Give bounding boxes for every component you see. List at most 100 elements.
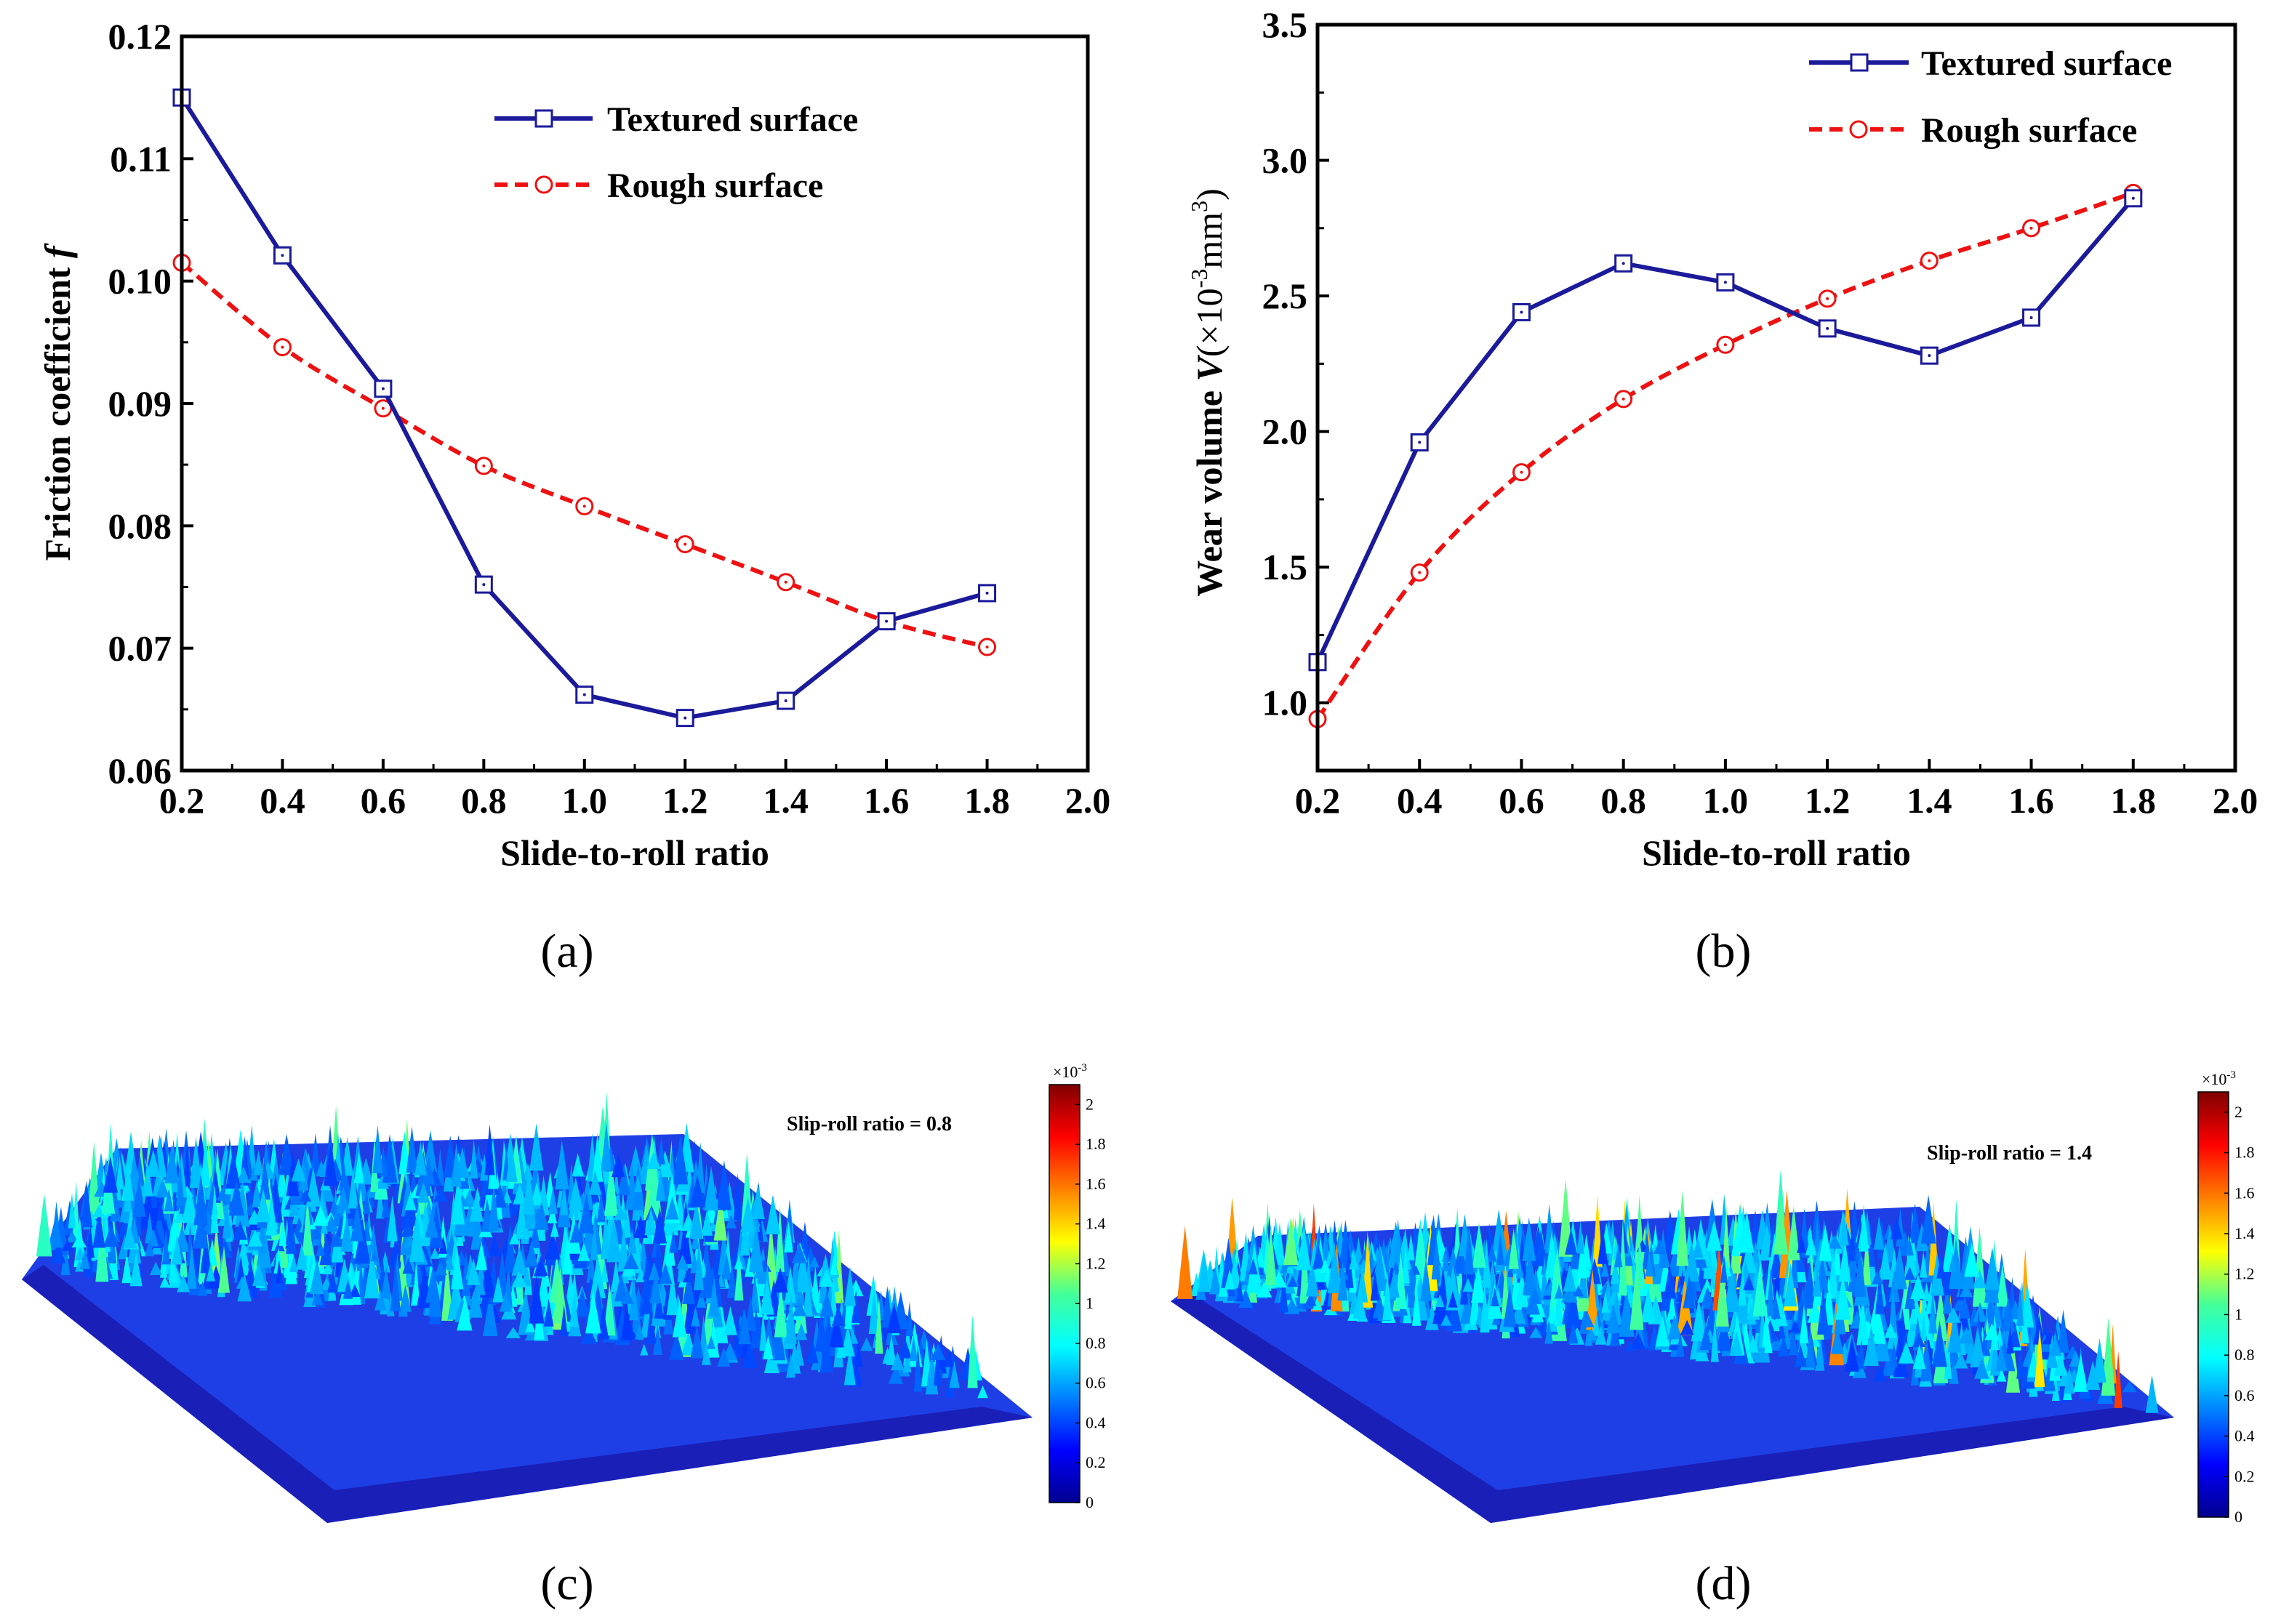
surface-spike <box>1812 1268 1822 1297</box>
surface-spike <box>1920 1194 1936 1244</box>
a-x-tick-label: 1.0 <box>562 780 608 821</box>
panel-b-y-tick-labels: 1.0 1.5 2.0 2.5 3.0 3.5 <box>1262 4 1308 723</box>
b-point-center-textured-surface <box>2131 196 2135 200</box>
surface-spike <box>1864 1325 1879 1367</box>
surface-spike <box>1515 1257 1524 1279</box>
surface-spike <box>701 1208 713 1236</box>
surface-spike <box>1873 1363 1887 1382</box>
surface-spike <box>1462 1278 1474 1292</box>
surface-spike <box>1706 1220 1722 1251</box>
surface-spike <box>140 1184 156 1229</box>
surface-spike <box>1930 1252 1944 1296</box>
surface-spike <box>1630 1332 1646 1350</box>
colorbar-tick-label: 0 <box>1086 1493 1094 1511</box>
surface-spike <box>1875 1271 1885 1314</box>
surface-spike <box>237 1238 249 1266</box>
a-y-tick-label: 0.09 <box>108 383 172 424</box>
surface-spike <box>1854 1246 1867 1298</box>
surface-spike <box>577 1242 590 1261</box>
surface-spike <box>646 1302 657 1345</box>
b-x-tick-label: 1.0 <box>1703 780 1749 821</box>
surface-spike <box>370 1247 379 1262</box>
surface-spike <box>372 1125 383 1173</box>
surface-spike <box>1528 1287 1542 1304</box>
surface-spike <box>843 1266 857 1306</box>
surface-spike <box>726 1214 737 1229</box>
surface-spike <box>1692 1237 1704 1258</box>
surface-spike <box>1891 1245 1907 1290</box>
b-x-tick-label: 0.8 <box>1600 780 1646 821</box>
panel-b-x-tick-labels: 0.2 0.4 0.6 0.8 1.0 1.2 1.4 1.6 1.8 2.0 <box>1295 780 2258 821</box>
surface-spike <box>237 1272 252 1302</box>
surface-spike <box>601 1122 612 1171</box>
surface-spike <box>470 1208 485 1250</box>
panel-d-colorbar-exp-power: -3 <box>2226 1069 2236 1081</box>
surface-spike <box>1872 1270 1883 1285</box>
surface-spike <box>745 1295 756 1332</box>
surface-spike <box>766 1194 781 1234</box>
surface-spike <box>934 1338 942 1386</box>
surface-spike <box>694 1243 704 1290</box>
surface-spike <box>1944 1335 1952 1379</box>
surface-spike <box>1447 1295 1462 1332</box>
surface-spike <box>1198 1253 1211 1292</box>
surface-spike <box>1480 1282 1490 1333</box>
surface-spike <box>634 1324 644 1340</box>
surface-spike <box>2145 1375 2159 1413</box>
surface-spike <box>92 1207 105 1248</box>
surface-spike <box>309 1258 324 1295</box>
panel-b-y-label-unit-exp2: 3 <box>1186 201 1212 212</box>
surface-spike <box>339 1157 348 1196</box>
surface-spike <box>2073 1354 2088 1392</box>
surface-spike <box>1970 1327 1986 1367</box>
surface-spike <box>193 1175 209 1226</box>
surface-spike <box>489 1234 501 1257</box>
surface-spike <box>763 1335 774 1359</box>
surface-spike <box>193 1210 209 1249</box>
surface-spike <box>200 1229 212 1274</box>
surface-spike <box>217 1245 230 1293</box>
panel-c-surface-plot: Slip-roll ratio = 0.8 0 0.2 0.4 0.6 0.8 1 1.2 1… <box>22 1062 1106 1523</box>
b-y-tick-label: 3.0 <box>1262 140 1308 181</box>
surface-spike <box>36 1193 52 1257</box>
panel-b-wear-volume-chart: 0.2 0.4 0.6 0.8 1.0 1.2 1.4 1.6 1.8 2.0 1.0 1.5 2.0… <box>1186 4 2258 873</box>
a-y-tick-label: 0.10 <box>108 261 172 302</box>
panel-b-legend: Textured surface Rough surface <box>1809 44 2172 150</box>
colorbar-tick-label: 2 <box>2234 1103 2242 1121</box>
b-x-tick-label: 0.4 <box>1397 780 1443 821</box>
surface-spike <box>1452 1242 1468 1274</box>
surface-spike <box>438 1236 448 1254</box>
a-point-center-textured-surface <box>281 254 284 257</box>
surface-spike <box>122 1160 135 1201</box>
surface-spike <box>742 1338 758 1368</box>
surface-spike <box>149 1187 159 1209</box>
surface-spike <box>723 1306 737 1335</box>
surface-spike <box>313 1205 329 1226</box>
a-x-tick-label: 0.6 <box>361 780 406 821</box>
surface-spike <box>1856 1339 1867 1370</box>
surface-spike <box>1209 1266 1222 1295</box>
a-point-center-rough-surface <box>784 580 787 584</box>
surface-spike <box>2016 1286 2024 1326</box>
surface-spike <box>548 1186 558 1215</box>
surface-spike <box>572 1153 584 1176</box>
surface-spike <box>2044 1354 2056 1391</box>
surface-spike <box>249 1164 259 1181</box>
colorbar-tick-label: 0.4 <box>2234 1427 2255 1445</box>
surface-spike <box>1640 1287 1656 1323</box>
surface-spike <box>590 1255 606 1298</box>
panel-b-legend-textured-label: Textured surface <box>1921 44 2172 83</box>
colorbar-tick-label: 1 <box>2234 1305 2242 1323</box>
surface-spike <box>1224 1269 1235 1290</box>
surface-spike <box>1412 1284 1422 1326</box>
surface-spike <box>1776 1268 1788 1309</box>
surface-spike <box>1576 1220 1584 1254</box>
surface-spike <box>1779 1311 1792 1350</box>
surface-spike <box>68 1192 76 1229</box>
surface-spike <box>470 1138 478 1179</box>
a-x-tick-label: 1.2 <box>662 780 708 821</box>
surface-spike <box>949 1361 960 1388</box>
surface-spike <box>1610 1259 1621 1285</box>
surface-spike <box>144 1239 155 1257</box>
surface-spike <box>511 1247 528 1276</box>
